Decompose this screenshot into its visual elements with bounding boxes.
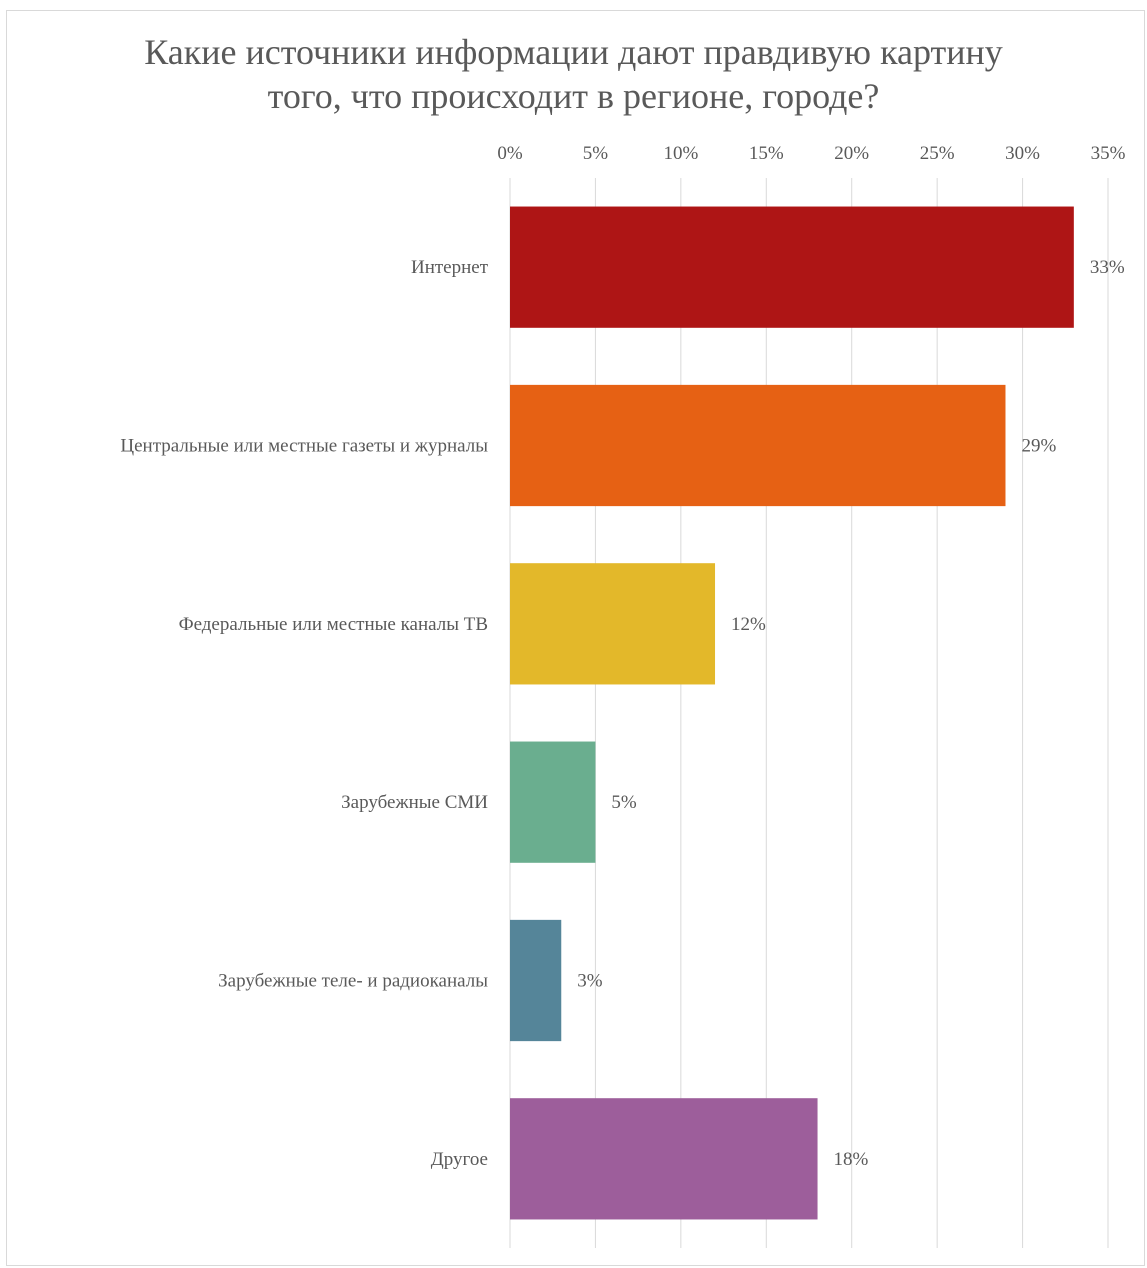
x-tick-label: 5%	[583, 143, 609, 164]
x-tick-label: 35%	[1091, 143, 1126, 164]
bar	[510, 563, 716, 685]
bar	[510, 1098, 818, 1220]
chart-title-line-1: Какие источники информации дают правдиву…	[144, 32, 1003, 72]
x-tick-label: 20%	[834, 143, 869, 164]
chart-title-line-2: того, что происходит в регионе, городе?	[267, 76, 880, 116]
bar	[510, 919, 562, 1042]
category-label: Другое	[431, 1149, 488, 1170]
data-label: 3%	[577, 971, 603, 992]
x-tick-label: 10%	[663, 143, 698, 164]
x-tick-label: 25%	[920, 143, 955, 164]
bar	[510, 206, 1074, 328]
chart-title: Какие источники информации дают правдиву…	[0, 30, 1147, 118]
data-label: 12%	[731, 614, 766, 635]
category-label: Центральные или местные газеты и журналы	[120, 436, 488, 457]
category-label: Интернет	[411, 257, 489, 278]
bar	[510, 384, 1006, 507]
data-label: 33%	[1090, 257, 1125, 278]
data-label: 5%	[611, 792, 637, 813]
x-tick-label: 15%	[749, 143, 784, 164]
x-tick-label: 30%	[1005, 143, 1040, 164]
category-label: Зарубежные СМИ	[341, 792, 488, 813]
x-tick-label: 0%	[497, 143, 523, 164]
category-label: Федеральные или местные каналы ТВ	[179, 614, 488, 635]
data-label: 18%	[834, 1149, 869, 1170]
bar	[510, 741, 596, 863]
data-label: 29%	[1021, 436, 1056, 457]
category-label: Зарубежные теле- и радиоканалы	[218, 971, 488, 992]
